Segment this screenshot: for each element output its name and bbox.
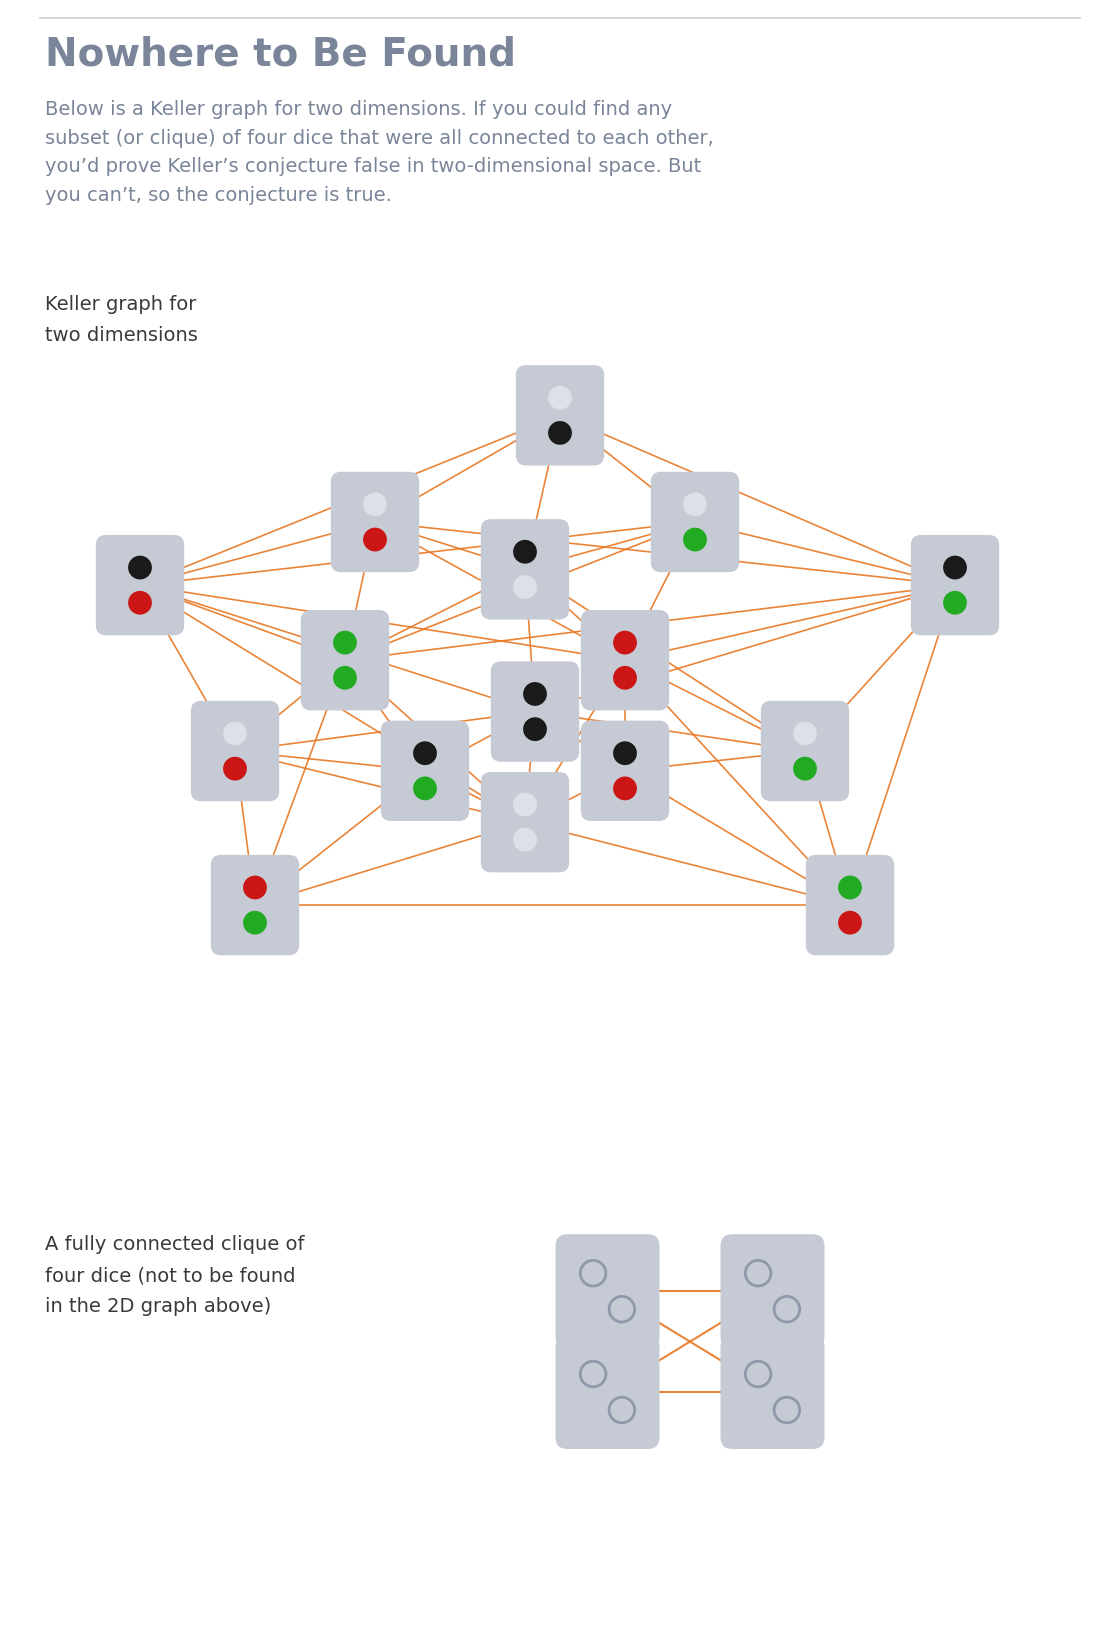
FancyBboxPatch shape xyxy=(911,535,999,635)
FancyBboxPatch shape xyxy=(760,700,849,801)
Circle shape xyxy=(613,666,637,690)
Circle shape xyxy=(613,777,637,800)
Circle shape xyxy=(223,721,246,746)
FancyBboxPatch shape xyxy=(330,472,419,573)
Circle shape xyxy=(548,385,572,410)
Circle shape xyxy=(513,574,536,599)
Circle shape xyxy=(838,911,862,935)
FancyBboxPatch shape xyxy=(556,1335,660,1449)
Circle shape xyxy=(793,757,816,780)
Circle shape xyxy=(683,493,707,516)
FancyBboxPatch shape xyxy=(96,535,184,635)
FancyBboxPatch shape xyxy=(190,700,279,801)
Text: A fully connected clique of
four dice (not to be found
in the 2D graph above): A fully connected clique of four dice (n… xyxy=(45,1235,305,1315)
Circle shape xyxy=(128,591,152,615)
Circle shape xyxy=(943,555,967,579)
FancyBboxPatch shape xyxy=(581,610,669,710)
Circle shape xyxy=(413,777,437,800)
FancyBboxPatch shape xyxy=(720,1335,824,1449)
Text: Keller graph for
two dimensions: Keller graph for two dimensions xyxy=(45,295,198,344)
FancyBboxPatch shape xyxy=(211,855,299,955)
Circle shape xyxy=(548,421,572,446)
Circle shape xyxy=(513,793,536,816)
FancyBboxPatch shape xyxy=(480,519,569,620)
Circle shape xyxy=(513,827,536,852)
Circle shape xyxy=(333,666,357,690)
Circle shape xyxy=(333,630,357,654)
FancyBboxPatch shape xyxy=(301,610,390,710)
Text: Nowhere to Be Found: Nowhere to Be Found xyxy=(45,34,516,73)
FancyBboxPatch shape xyxy=(651,472,739,573)
Circle shape xyxy=(523,716,547,741)
Circle shape xyxy=(413,741,437,765)
FancyBboxPatch shape xyxy=(491,661,579,762)
Circle shape xyxy=(363,493,386,516)
Circle shape xyxy=(363,527,386,552)
Circle shape xyxy=(838,876,862,899)
FancyBboxPatch shape xyxy=(720,1234,824,1348)
FancyBboxPatch shape xyxy=(480,772,569,873)
FancyBboxPatch shape xyxy=(581,721,669,821)
FancyBboxPatch shape xyxy=(805,855,894,955)
Circle shape xyxy=(243,876,267,899)
Circle shape xyxy=(793,721,816,746)
FancyBboxPatch shape xyxy=(381,721,469,821)
Circle shape xyxy=(243,911,267,935)
Circle shape xyxy=(523,682,547,707)
Circle shape xyxy=(943,591,967,615)
FancyBboxPatch shape xyxy=(516,366,604,465)
Circle shape xyxy=(513,540,536,563)
Circle shape xyxy=(128,555,152,579)
Circle shape xyxy=(683,527,707,552)
FancyBboxPatch shape xyxy=(556,1234,660,1348)
Circle shape xyxy=(613,741,637,765)
Circle shape xyxy=(613,630,637,654)
Text: Below is a Keller graph for two dimensions. If you could find any
subset (or cli: Below is a Keller graph for two dimensio… xyxy=(45,100,713,206)
Circle shape xyxy=(223,757,246,780)
